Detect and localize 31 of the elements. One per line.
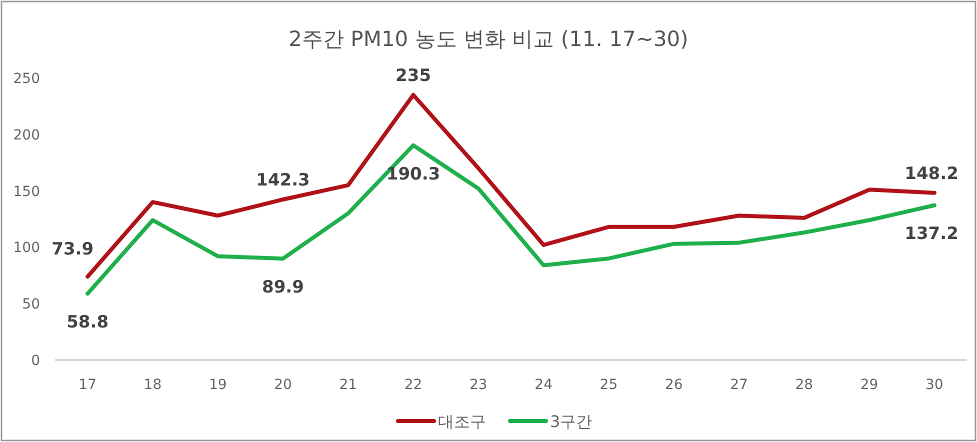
x-tick-label: 18 (144, 377, 162, 393)
legend-label: 대조구 (438, 412, 486, 431)
data-label: 148.2 (904, 164, 958, 184)
y-tick-label: 150 (13, 184, 40, 200)
data-label: 89.9 (262, 278, 304, 298)
data-label: 235 (396, 66, 432, 86)
x-tick-label: 24 (534, 377, 553, 393)
x-tick-label: 17 (78, 377, 96, 393)
x-tick-label: 21 (339, 377, 358, 393)
x-tick-label: 25 (600, 377, 618, 393)
y-tick-label: 50 (22, 296, 40, 313)
data-label: 137.2 (904, 224, 958, 244)
x-tick-label: 20 (274, 377, 292, 393)
data-label: 58.8 (66, 312, 109, 333)
y-tick-label: 0 (31, 353, 40, 369)
x-tick-label: 27 (730, 377, 748, 393)
x-tick-label: 19 (208, 377, 227, 393)
y-tick-label: 200 (13, 127, 40, 144)
x-tick-label: 30 (926, 377, 944, 393)
data-label: 190.3 (386, 164, 440, 184)
y-tick-label: 250 (13, 71, 40, 87)
x-tick-label: 26 (664, 377, 683, 393)
x-tick-label: 23 (470, 377, 488, 393)
data-label: 142.3 (256, 170, 310, 190)
x-tick-label: 22 (404, 377, 422, 393)
chart-title: 2주간 PM10 농도 변화 비교 (11. 17~30) (288, 27, 688, 51)
legend-label: 3구간 (550, 412, 592, 431)
y-tick-label: 100 (13, 240, 40, 256)
data-label: 73.9 (52, 240, 94, 260)
x-tick-label: 28 (795, 377, 814, 393)
x-tick-label: 29 (860, 377, 878, 393)
